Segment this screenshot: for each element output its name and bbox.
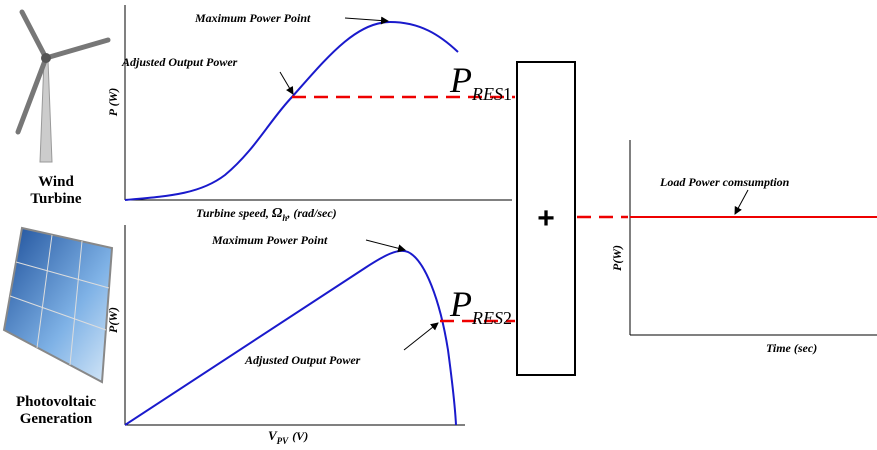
text-part: P bbox=[449, 60, 472, 100]
load-plot: Load Power comsumption P(W) Time (sec) bbox=[610, 140, 877, 355]
pv-label: Generation bbox=[20, 411, 93, 427]
power-curve bbox=[124, 249, 457, 426]
y-axis-label: P(W) bbox=[106, 307, 120, 333]
pv-plot: Maximum Power Point Adjusted Output Powe… bbox=[106, 225, 515, 446]
text-part: 2 bbox=[503, 308, 512, 328]
text-part: Turbine speed, bbox=[196, 206, 269, 220]
adjusted-label: Adjusted Output Power bbox=[244, 353, 361, 367]
text-part: (V) bbox=[292, 429, 308, 443]
p-res2-label: PRES2 bbox=[449, 284, 512, 328]
sum-symbol: + bbox=[537, 202, 555, 235]
adjusted-label: Adjusted Output Power bbox=[121, 55, 238, 69]
text-part: Ω bbox=[272, 206, 283, 221]
text-part: 1 bbox=[503, 84, 512, 104]
y-axis-label: P (W) bbox=[106, 88, 120, 117]
power-curve bbox=[124, 20, 459, 201]
text-part: h bbox=[282, 213, 287, 223]
mpp-label: Maximum Power Point bbox=[194, 11, 311, 25]
p-res1-label: PRES1 bbox=[449, 60, 512, 104]
wind-turbine-icon bbox=[15, 9, 111, 163]
wind-label: Turbine bbox=[30, 191, 81, 207]
text-part: RES bbox=[471, 84, 503, 104]
text-part: RES bbox=[471, 308, 503, 328]
x-axis-label: VPV (V) bbox=[268, 428, 308, 446]
text-part: P bbox=[449, 284, 472, 324]
load-annotation: Load Power comsumption bbox=[659, 175, 790, 189]
x-axis-label: Turbine speed, Ωh, (rad/sec) bbox=[196, 206, 337, 223]
wind-label: Wind bbox=[38, 174, 74, 190]
x-axis-label: Time (sec) bbox=[766, 341, 817, 355]
mpp-label: Maximum Power Point bbox=[211, 233, 328, 247]
y-axis-label: P(W) bbox=[610, 245, 624, 271]
wind-plot: Maximum Power Point Adjusted Output Powe… bbox=[106, 5, 515, 223]
pv-label: Photovoltaic bbox=[16, 394, 96, 410]
solar-panel-icon bbox=[2, 226, 114, 384]
text-part: PV bbox=[277, 436, 289, 446]
text-part: , (rad/sec) bbox=[286, 206, 336, 220]
sum-block bbox=[516, 61, 576, 376]
text-part: V bbox=[268, 428, 278, 443]
